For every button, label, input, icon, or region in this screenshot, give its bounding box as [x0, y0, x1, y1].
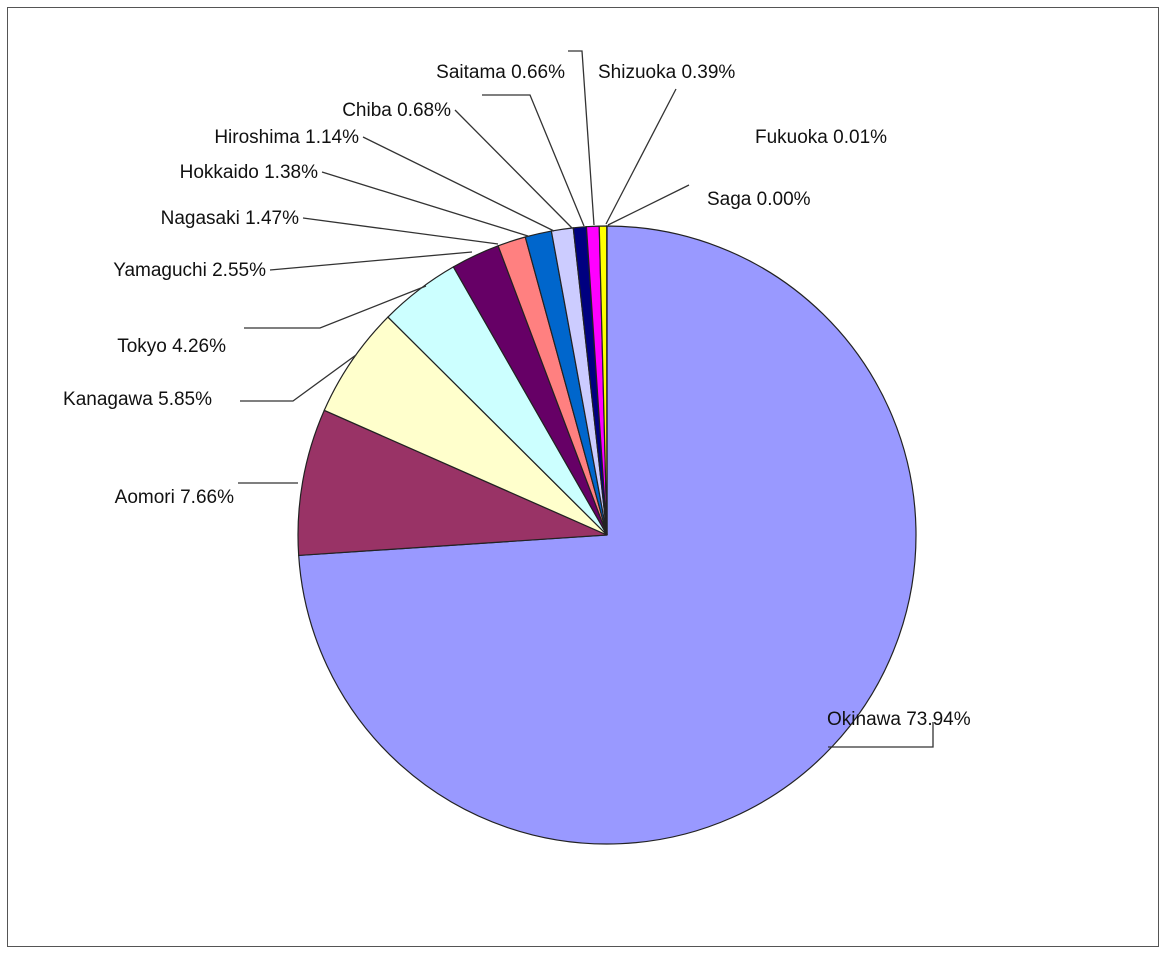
chart-frame: Okinawa 73.94% Aomori 7.66% Kanagawa 5.85%… — [7, 7, 1159, 947]
pie-slice-aomori — [297, 409, 608, 557]
slice-label-nagasaki: Nagasaki 1.47% — [161, 208, 299, 229]
leader-line-fukuoka — [605, 88, 677, 225]
pie-slices — [297, 225, 917, 845]
slice-label-kanagawa: Kanagawa 5.85% — [63, 389, 212, 410]
slice-label-aomori: Aomori 7.66% — [115, 487, 234, 508]
slice-label-okinawa: Okinawa 73.94% — [827, 709, 971, 730]
leader-lines — [238, 50, 934, 748]
slice-label-shizuoka: Shizuoka 0.39% — [598, 62, 735, 83]
leader-line-hokkaido — [321, 171, 529, 237]
pie-chart: Okinawa 73.94% Aomori 7.66% Kanagawa 5.85%… — [63, 50, 971, 845]
leader-line-chiba — [454, 109, 573, 229]
slice-label-tokyo: Tokyo 4.26% — [117, 336, 226, 357]
leader-line-saga — [607, 184, 690, 226]
slice-labels: Okinawa 73.94% Aomori 7.66% Kanagawa 5.85%… — [63, 62, 971, 730]
leader-line-yamaguchi — [269, 251, 473, 271]
leader-line-nagasaki — [302, 217, 499, 245]
leader-line-kanagawa — [240, 354, 357, 402]
leader-line-tokyo — [244, 285, 427, 329]
slice-label-yamaguchi: Yamaguchi 2.55% — [113, 260, 266, 281]
leader-line-hiroshima — [362, 136, 555, 232]
slice-label-saitama: Saitama 0.66% — [436, 62, 565, 83]
slice-label-hiroshima: Hiroshima 1.14% — [214, 127, 359, 148]
leader-line-okinawa — [828, 722, 934, 748]
leader-line-shizuoka — [568, 50, 595, 226]
leader-line-saitama — [482, 94, 585, 227]
slice-label-fukuoka: Fukuoka 0.01% — [755, 127, 887, 148]
slice-label-chiba: Chiba 0.68% — [342, 100, 451, 121]
slice-label-saga: Saga 0.00% — [707, 189, 811, 210]
slice-label-hokkaido: Hokkaido 1.38% — [180, 162, 318, 183]
